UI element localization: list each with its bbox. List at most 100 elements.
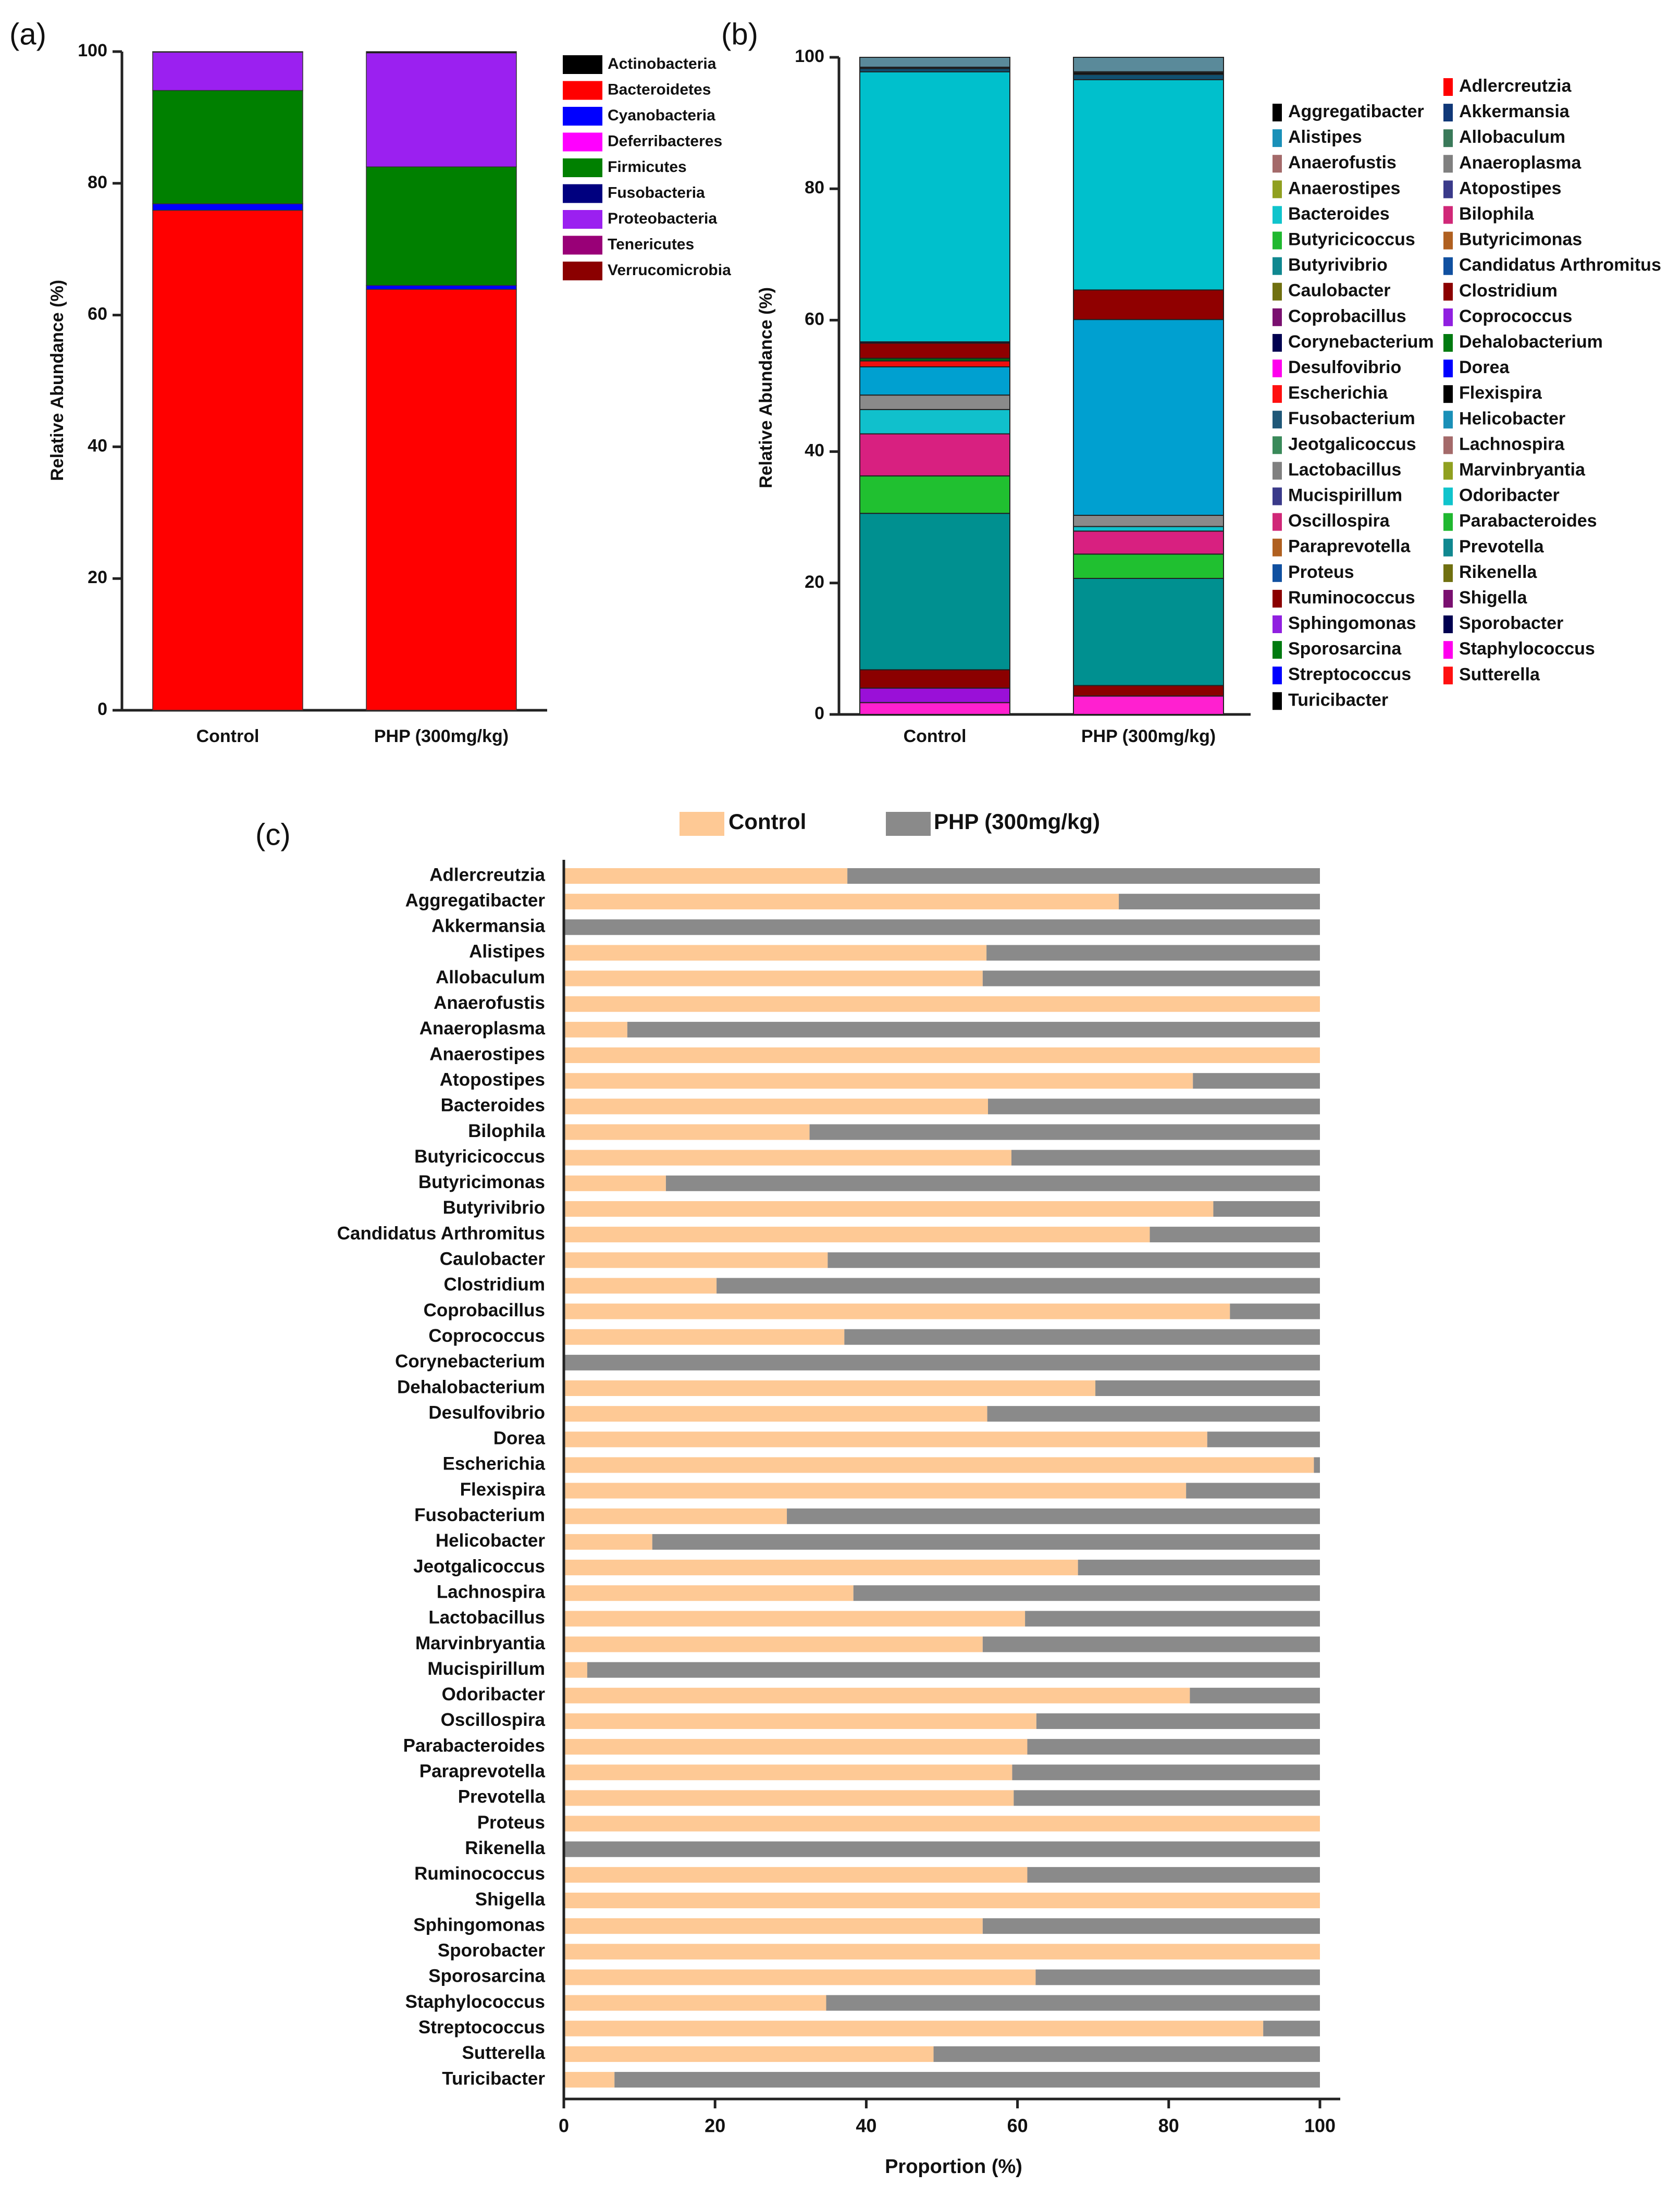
panel-c-bar-control	[564, 1764, 1012, 1781]
panel-b-bar-segment-sutterella	[859, 360, 1010, 367]
panel-c-bar-php	[1186, 1483, 1320, 1499]
panel-b-bar-segment-lactobacillus	[1073, 514, 1224, 527]
panel-c-y-tick-label: Dorea	[493, 1428, 546, 1449]
panel-b-legend-swatch	[1273, 206, 1282, 224]
panel-c-bar-php	[1314, 1457, 1320, 1473]
panel-b-legend-swatch	[1273, 615, 1282, 633]
panel-b-bar-segment-staphylococcus	[859, 702, 1010, 715]
panel-c-bar-control	[564, 1227, 1150, 1243]
panel-c-bar-control	[564, 996, 1320, 1012]
panel-c-bar-control	[564, 1150, 1011, 1166]
panel-c-bar-control	[564, 1560, 1078, 1576]
panel-c-bar-control	[564, 1431, 1207, 1448]
panel-c-x-tick-label: 20	[705, 2115, 725, 2137]
panel-c-y-tick-label: Sporosarcina	[428, 1966, 545, 1986]
panel-a-legend-label: Proteobacteria	[608, 210, 717, 227]
panel-b-bar-segment-helicobacter	[1073, 319, 1224, 516]
panel-b-legend-label: Clostridium	[1459, 281, 1558, 301]
panel-a-legend-label: Deferribacteres	[608, 132, 722, 150]
panel-c-bar-control	[564, 1790, 1014, 1806]
panel-b-legend-swatch	[1443, 282, 1453, 301]
panel-b-bar-segment-odoribacter	[1073, 526, 1224, 532]
panel-b-legend-swatch	[1273, 589, 1282, 608]
panel-a-y-tick-label: 0	[97, 699, 107, 719]
panel-b-y-tick-label: 60	[805, 309, 824, 329]
panel-b-legend-label: Proteus	[1288, 562, 1354, 582]
panel-b-legend-label: Allobaculum	[1459, 127, 1565, 147]
panel-c-bar-php	[986, 945, 1320, 961]
panel-c-bar-control	[564, 1021, 627, 1038]
panel-b-legend-swatch	[1443, 155, 1453, 173]
panel-b-bar-segment-ruminococcus	[1073, 685, 1224, 697]
panel-c-y-tick-label: Butyricimonas	[418, 1172, 545, 1192]
panel-b-x-tick-label: PHP (300mg/kg)	[1081, 726, 1216, 746]
panel-b-legend-label: Marvinbryantia	[1459, 460, 1586, 479]
panel-c-bar-control	[564, 1534, 652, 1550]
panel-b-legend-swatch	[1273, 513, 1282, 531]
panel-b-legend-swatch	[1443, 129, 1453, 147]
panel-b-legend-swatch	[1443, 564, 1453, 582]
panel-b-legend-label: Sutterella	[1459, 664, 1540, 684]
panel-b-legend-label: Fusobacterium	[1288, 409, 1415, 428]
panel-a-bar-segment-actinobacteria	[366, 51, 517, 54]
panel-c-y-tick-label: Bacteroides	[441, 1095, 545, 1116]
panel-b-legend-label: Lactobacillus	[1288, 460, 1401, 479]
panel-c-bar-control	[564, 1047, 1320, 1064]
panel-c-bar-php	[587, 1662, 1320, 1678]
panel-c-y-tick-label: Jeotgalicoccus	[413, 1556, 545, 1576]
panel-c-bar-php	[627, 1021, 1320, 1038]
panel-a-bar-segment-proteobacteria	[152, 52, 303, 91]
panel-c-bar-php	[1012, 1764, 1320, 1781]
panel-c-bar-php	[787, 1508, 1320, 1524]
panel-b-bar-segment-staphylococcus	[1073, 695, 1224, 715]
panel-c-y-tick-label: Anaerofustis	[434, 993, 545, 1013]
panel-b-legend-label: Bacteroides	[1288, 204, 1390, 224]
panel-b-legend-swatch	[1273, 129, 1282, 147]
panel-b-legend-swatch	[1273, 692, 1282, 710]
panel-a-bar-segment-bacteroidetes	[366, 289, 517, 711]
panel-b-legend-swatch	[1443, 334, 1453, 352]
panel-c-legend-label-control: Control	[728, 809, 806, 834]
panel-b-bar-segment-clostridium	[1073, 289, 1224, 320]
panel-c-x-tick-label: 40	[856, 2115, 876, 2137]
panel-b-legend-label: Rikenella	[1459, 562, 1537, 582]
panel-c-bar-php	[564, 1354, 1320, 1370]
panel-c-bar-control	[564, 1585, 854, 1601]
panel-c-bar-php	[1193, 1073, 1320, 1089]
panel-b-legend-label: Staphylococcus	[1459, 639, 1595, 659]
panel-c-bar-php	[982, 970, 1320, 986]
panel-b-legend-swatch	[1443, 666, 1453, 685]
panel-c-y-tick-label: Clostridium	[444, 1275, 545, 1295]
panel-c-y-tick-label: Butyrivibrio	[443, 1197, 545, 1218]
panel-c-y-tick-label: Lachnospira	[437, 1582, 546, 1602]
panel-a-bar-segment-proteobacteria	[366, 52, 517, 167]
panel-a-y-tick-label: 100	[78, 41, 107, 60]
panel-a-legend-swatch	[563, 132, 602, 152]
panel-b-y-tick-label: 40	[805, 441, 824, 461]
panel-a: (a) 0 20 40 60 80 100 Relative Abundance (%) Con…	[9, 17, 731, 746]
panel-b-legend-swatch	[1443, 411, 1453, 429]
panel-c-bar-php	[652, 1534, 1320, 1550]
panel-c-bar-control	[564, 1893, 1320, 1908]
panel-b-legend-label: Butyricimonas	[1459, 230, 1582, 250]
panel-c-y-tick-label: Atopostipes	[440, 1069, 545, 1090]
panel-c-y-tick-label: Bilophila	[468, 1121, 545, 1141]
panel-b-legend-label: Butyricicoccus	[1288, 229, 1415, 249]
panel-c-bar-php	[717, 1278, 1320, 1294]
panel-c-y-tick-label: Shigella	[475, 1889, 546, 1909]
panel-a-legend-swatch	[563, 81, 602, 100]
panel-c-bar-php	[982, 1918, 1320, 1934]
panel-b-legend-swatch	[1443, 615, 1453, 634]
panel-c-y-tick-label: Flexispira	[460, 1479, 546, 1500]
panel-b-legend-swatch	[1443, 641, 1453, 659]
panel-c-y-tick-label: Fusobacterium	[414, 1505, 545, 1525]
panel-c-bar-control	[564, 2020, 1264, 2036]
panel-c-y-tick-label: Prevotella	[458, 1787, 546, 1807]
panel-c-bar-control	[564, 1662, 587, 1678]
panel-a-y-tick-label: 40	[88, 436, 107, 455]
panel-c-bar-php	[847, 868, 1320, 884]
panel-c-bar-control	[564, 2072, 615, 2088]
panel-a-legend-swatch	[563, 210, 602, 229]
panel-c-bar-control	[564, 868, 848, 884]
panel-b-legend-label: Atopostipes	[1459, 178, 1561, 198]
